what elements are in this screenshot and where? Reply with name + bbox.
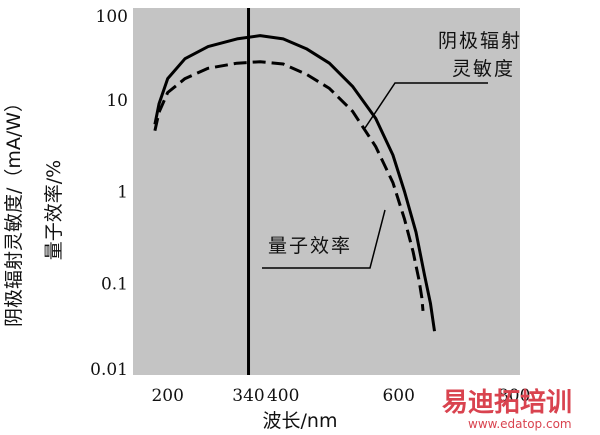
x-tick-label: 400 <box>267 386 299 406</box>
y-tick-labels: 100 10 1 0.1 0.01 <box>90 7 128 380</box>
x-tick-label: 340 <box>232 386 264 406</box>
series-line-1 <box>153 34 436 332</box>
watermark-url: www.edatop.com <box>468 417 572 431</box>
annotation-label: 量子效率 <box>268 235 352 257</box>
plot-area <box>133 8 520 375</box>
annotation-label: 阴极辐射 <box>438 30 522 52</box>
annotation-leaders <box>262 82 488 269</box>
x-tick-label: 200 <box>151 386 183 406</box>
watermark-text: 易迪拓培训 <box>442 388 572 418</box>
curves <box>153 34 436 332</box>
series-line-2 <box>153 60 425 312</box>
y-tick-label: 0.1 <box>101 274 128 294</box>
y-tick-label: 0.01 <box>90 360 128 380</box>
y-tick-label: 100 <box>96 7 128 27</box>
watermark-logo: 易迪拓培训 www.edatop.com <box>442 388 572 431</box>
annotation-label: 灵敏度 <box>452 58 515 80</box>
y-axis-label: 阴极辐射灵敏度/（mA/W） <box>3 93 25 327</box>
annotation-leader-line <box>262 209 386 269</box>
annotation-leader-line <box>364 82 488 129</box>
y-axis-label-secondary: 量子效率/% <box>43 160 65 260</box>
x-tick-label: 800 <box>498 386 530 406</box>
x-tick-labels: 200 340 400 600 800 <box>151 386 530 406</box>
y-tick-label: 10 <box>106 91 128 111</box>
y-tick-label: 1 <box>117 183 128 203</box>
x-tick-label: 600 <box>382 386 414 406</box>
x-axis-label: 波长/nm <box>263 410 338 432</box>
